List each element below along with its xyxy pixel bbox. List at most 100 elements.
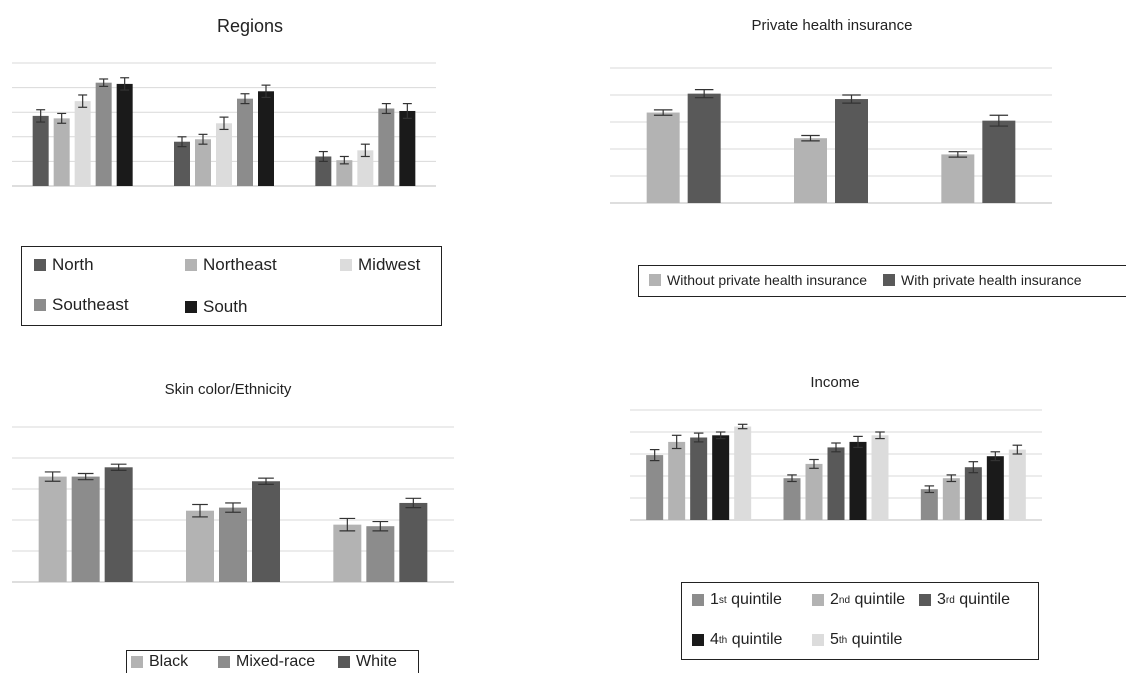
legend-item: South <box>185 297 247 317</box>
legend-swatch <box>812 634 824 646</box>
bar-2nd-quintile <box>668 441 686 520</box>
legend-label-suffix: quintile <box>847 631 903 648</box>
insurance-legend: Without private health insurance With pri… <box>638 265 1126 297</box>
bar-north <box>315 156 332 186</box>
legend-swatch <box>919 594 931 606</box>
legend-label-ordinal: th <box>718 634 728 646</box>
legend-label: 1 <box>710 591 719 608</box>
legend-label: 2 <box>830 591 839 608</box>
regions-chart: Regions <box>12 16 436 187</box>
legend-swatch <box>340 259 352 271</box>
bar-without-private-health-insurance <box>794 138 827 203</box>
legend-label-suffix: quintile <box>954 591 1010 608</box>
bar-southeast <box>237 98 253 186</box>
chart-title: Regions <box>217 16 283 36</box>
bar-3rd-quintile <box>964 467 982 520</box>
bar-with-private-health-insurance <box>687 93 721 203</box>
legend-label: Without private health insurance <box>667 272 867 288</box>
legend-label-ordinal: rd <box>945 594 955 606</box>
bar-north <box>32 115 49 186</box>
bar-southeast <box>378 108 395 186</box>
chart-title: Income <box>810 374 859 391</box>
bar-south <box>399 110 416 186</box>
legend-item: With private health insurance <box>883 272 1082 288</box>
legend-label: 3 <box>937 591 946 608</box>
legend-item: Southeast <box>34 295 129 315</box>
legend-label-suffix: quintile <box>726 591 782 608</box>
legend-label-ordinal: th <box>838 634 848 646</box>
legend-swatch <box>131 656 143 668</box>
legend-item: Northeast <box>185 255 277 275</box>
bar-5th-quintile <box>871 435 889 520</box>
legend-label: With private health insurance <box>901 272 1082 288</box>
legend-label-ordinal: nd <box>838 594 851 606</box>
legend-label: White <box>356 653 397 670</box>
bar-midwest <box>357 150 374 186</box>
skin-color-chart: Skin color/Ethnicity <box>12 381 454 583</box>
legend-label: Black <box>149 653 189 670</box>
regions-legend: North Northeast Midwest Southeast South <box>21 246 442 326</box>
bar-5th-quintile <box>734 426 752 520</box>
private-health-insurance-chart: Private health insurance <box>610 17 1052 204</box>
bar-with-private-health-insurance <box>982 120 1016 203</box>
bar-4th-quintile <box>986 456 1004 520</box>
legend-item: North <box>34 255 94 275</box>
bar-without-private-health-insurance <box>646 112 680 203</box>
bar-northeast <box>53 118 70 186</box>
bar-3rd-quintile <box>690 437 708 520</box>
legend-swatch <box>185 301 197 313</box>
legend-label: Northeast <box>203 255 277 274</box>
bar-white <box>104 467 133 582</box>
bar-south <box>258 91 274 186</box>
legend-label: 4 <box>710 631 719 648</box>
ethnicity-legend: Black Mixed-race White <box>126 650 419 673</box>
bar-with-private-health-insurance <box>835 99 868 203</box>
chart-title: Skin color/Ethnicity <box>165 381 292 398</box>
bar-1st-quintile <box>920 489 938 520</box>
bar-northeast <box>336 160 353 186</box>
legend-swatch <box>218 656 230 668</box>
bar-black <box>333 524 362 582</box>
bar-black <box>186 510 214 582</box>
legend-label-suffix: quintile <box>727 631 783 648</box>
bar-black <box>38 476 67 582</box>
bar-2nd-quintile <box>942 478 960 520</box>
bar-midwest <box>216 123 232 186</box>
bar-south <box>116 83 133 186</box>
bar-white <box>252 481 280 582</box>
bar-white <box>399 502 428 582</box>
bar-mixed-race <box>366 526 395 582</box>
legend-swatch <box>338 656 350 668</box>
bar-southeast <box>95 82 112 186</box>
legend-label: 5 <box>830 631 839 648</box>
legend-swatch <box>692 594 704 606</box>
bar-north <box>174 141 190 186</box>
bar-4th-quintile <box>849 441 867 520</box>
bar-1st-quintile <box>646 455 664 520</box>
bar-northeast <box>195 139 211 186</box>
legend-item: Without private health insurance <box>649 272 867 288</box>
bar-mixed-race <box>219 507 247 582</box>
income-chart: Income <box>630 374 1042 521</box>
legend-swatch <box>34 299 46 311</box>
legend-swatch <box>185 259 197 271</box>
bar-5th-quintile <box>1008 449 1026 520</box>
legend-label: South <box>203 297 248 316</box>
legend-item: Midwest <box>340 255 420 275</box>
legend-item: Black <box>131 653 188 671</box>
legend-swatch <box>649 274 661 286</box>
legend-swatch <box>34 259 46 271</box>
legend-swatch <box>812 594 824 606</box>
legend-swatch <box>692 634 704 646</box>
legend-label-ordinal: st <box>718 594 727 606</box>
chart-title: Private health insurance <box>752 17 913 34</box>
bar-midwest <box>74 101 91 186</box>
bar-without-private-health-insurance <box>941 154 975 203</box>
bar-4th-quintile <box>712 435 730 520</box>
